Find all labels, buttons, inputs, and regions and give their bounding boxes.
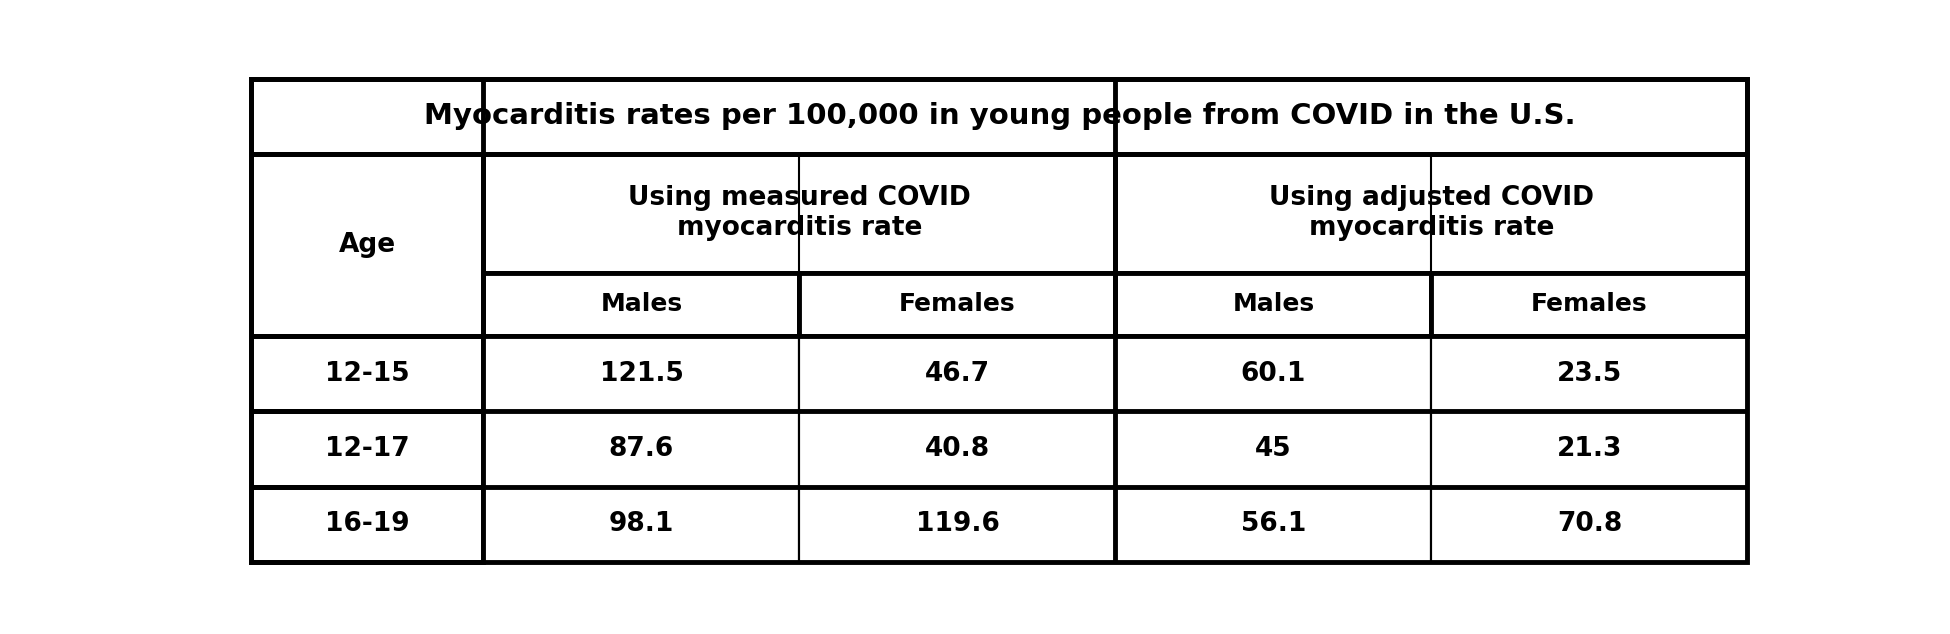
Bar — [1115, 273, 1431, 336]
Text: 40.8: 40.8 — [924, 436, 991, 462]
Bar — [1431, 486, 1747, 562]
Text: 12-15: 12-15 — [326, 361, 410, 387]
Text: 56.1: 56.1 — [1240, 511, 1306, 537]
Bar — [800, 411, 1115, 486]
Text: Females: Females — [1531, 292, 1648, 316]
Text: Using adjusted COVID
myocarditis rate: Using adjusted COVID myocarditis rate — [1269, 185, 1593, 242]
Bar — [252, 79, 1747, 154]
Bar — [1431, 336, 1747, 411]
Bar — [1431, 411, 1747, 486]
Bar — [1115, 336, 1431, 411]
Bar — [484, 154, 1115, 273]
Bar — [252, 411, 484, 486]
Text: Males: Males — [601, 292, 682, 316]
Text: 21.3: 21.3 — [1556, 436, 1622, 462]
Text: Age: Age — [339, 232, 396, 258]
Text: 70.8: 70.8 — [1556, 511, 1622, 537]
Bar — [1115, 154, 1747, 273]
Bar — [800, 336, 1115, 411]
Text: 60.1: 60.1 — [1240, 361, 1306, 387]
Bar — [1115, 411, 1431, 486]
Bar — [800, 273, 1115, 336]
Text: 87.6: 87.6 — [608, 436, 675, 462]
Bar — [800, 486, 1115, 562]
Text: Males: Males — [1232, 292, 1314, 316]
Bar — [484, 486, 800, 562]
Bar — [1431, 273, 1747, 336]
Text: Myocarditis rates per 100,000 in young people from COVID in the U.S.: Myocarditis rates per 100,000 in young p… — [423, 102, 1576, 130]
Bar — [484, 273, 800, 336]
Bar — [252, 336, 484, 411]
Bar — [1115, 486, 1431, 562]
Text: 46.7: 46.7 — [924, 361, 991, 387]
Bar — [484, 336, 800, 411]
Text: 45: 45 — [1256, 436, 1291, 462]
Text: 98.1: 98.1 — [608, 511, 675, 537]
Bar — [252, 486, 484, 562]
Text: Using measured COVID
myocarditis rate: Using measured COVID myocarditis rate — [628, 185, 971, 242]
Text: 23.5: 23.5 — [1556, 361, 1622, 387]
Text: 12-17: 12-17 — [326, 436, 410, 462]
Text: 16-19: 16-19 — [326, 511, 410, 537]
Text: 119.6: 119.6 — [915, 511, 1000, 537]
Bar — [484, 411, 800, 486]
Text: 121.5: 121.5 — [599, 361, 682, 387]
Text: Females: Females — [899, 292, 1016, 316]
Bar — [252, 154, 484, 336]
